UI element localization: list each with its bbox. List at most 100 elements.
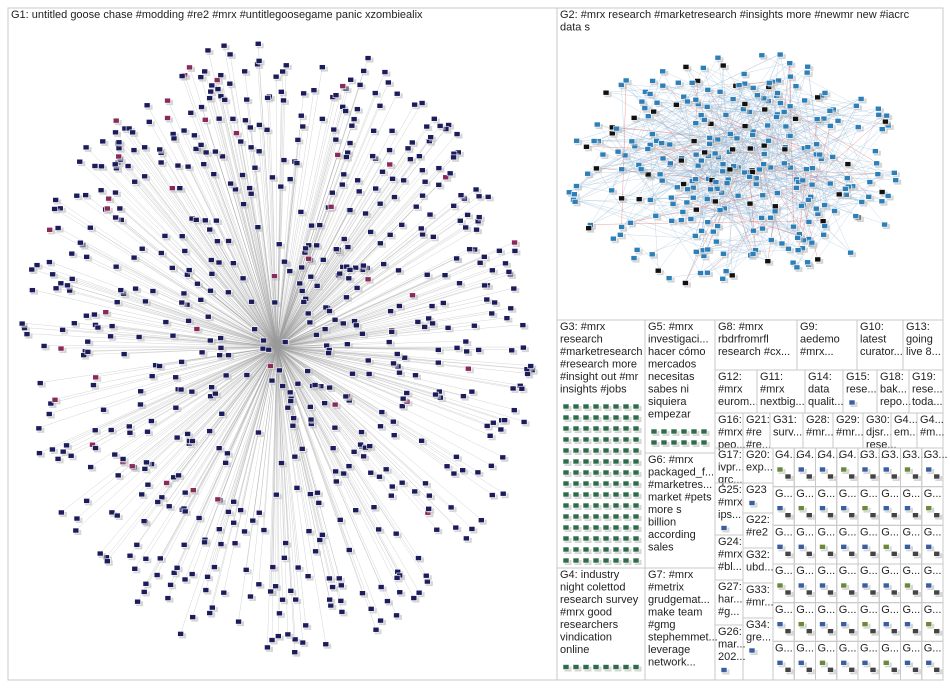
node — [622, 480, 630, 487]
edge — [195, 148, 278, 348]
node — [233, 130, 240, 136]
node — [214, 86, 222, 92]
node — [602, 436, 610, 443]
node — [49, 446, 56, 453]
node — [131, 178, 139, 185]
edge — [652, 133, 822, 159]
edge — [111, 346, 278, 430]
edge — [209, 97, 278, 348]
node — [435, 165, 443, 171]
node — [217, 93, 225, 99]
edge — [90, 346, 278, 467]
node — [647, 197, 654, 203]
node — [230, 498, 237, 505]
node — [592, 469, 600, 476]
edge — [650, 95, 822, 200]
edge — [102, 140, 278, 348]
node — [393, 575, 401, 581]
edge — [72, 278, 278, 348]
edge — [204, 346, 278, 542]
node — [848, 512, 856, 518]
node — [366, 443, 374, 449]
edge — [258, 150, 278, 348]
node — [475, 214, 483, 220]
node — [804, 144, 812, 150]
node — [77, 239, 84, 246]
edge — [733, 146, 808, 166]
edge — [276, 346, 479, 472]
group-label: network... — [648, 657, 696, 669]
edge — [185, 346, 278, 493]
edge — [621, 84, 626, 155]
mini-group-label: G... — [924, 488, 942, 500]
node — [834, 118, 842, 124]
node — [51, 396, 59, 403]
node — [453, 131, 461, 137]
group-label: rese... — [846, 384, 877, 396]
node — [226, 80, 234, 87]
node — [184, 163, 192, 170]
edge — [276, 233, 423, 348]
node — [572, 664, 580, 670]
node — [84, 338, 92, 345]
node — [307, 416, 315, 423]
node — [175, 472, 182, 479]
edge — [276, 203, 381, 348]
node — [446, 170, 454, 177]
node — [331, 316, 339, 323]
node — [296, 280, 304, 287]
edge — [624, 64, 724, 156]
group-label: sales — [648, 542, 674, 554]
node — [421, 178, 429, 185]
edge — [66, 346, 278, 446]
group-label: 202... — [718, 651, 746, 663]
node — [882, 582, 890, 589]
node — [776, 544, 784, 550]
node — [378, 409, 386, 415]
node — [878, 198, 886, 205]
node — [689, 194, 697, 201]
group-label: surv... — [773, 427, 802, 439]
node — [390, 360, 397, 367]
edge — [276, 346, 382, 412]
edge — [187, 346, 278, 434]
node — [305, 528, 313, 534]
node — [728, 272, 736, 279]
node — [466, 246, 473, 253]
node — [723, 180, 731, 187]
group-label: rese... — [912, 384, 943, 396]
edge — [276, 346, 415, 492]
node — [385, 79, 392, 86]
node — [782, 123, 790, 130]
node — [119, 456, 127, 462]
node — [582, 447, 590, 454]
node — [225, 289, 232, 296]
edge — [179, 187, 278, 348]
node — [35, 425, 43, 432]
node — [698, 157, 705, 164]
node — [356, 82, 364, 88]
node — [814, 256, 822, 263]
group-label: G25: — [718, 484, 742, 496]
edge — [707, 185, 853, 250]
node — [181, 489, 189, 496]
node — [172, 374, 179, 381]
node — [286, 389, 294, 396]
node — [697, 112, 705, 118]
node — [618, 224, 625, 230]
node — [632, 491, 640, 498]
node — [660, 439, 668, 446]
group-label: G18: — [880, 371, 904, 383]
mini-group-label: G... — [818, 604, 836, 616]
node — [843, 175, 851, 182]
group-label: G13: — [906, 321, 930, 333]
node — [167, 582, 174, 588]
node — [481, 282, 488, 289]
mini-group-label: G... — [881, 643, 899, 655]
node — [452, 524, 460, 531]
node — [353, 285, 361, 291]
node — [281, 258, 288, 265]
group-label: G8: #mrx — [718, 321, 764, 333]
node — [582, 436, 590, 443]
edge — [26, 333, 278, 348]
